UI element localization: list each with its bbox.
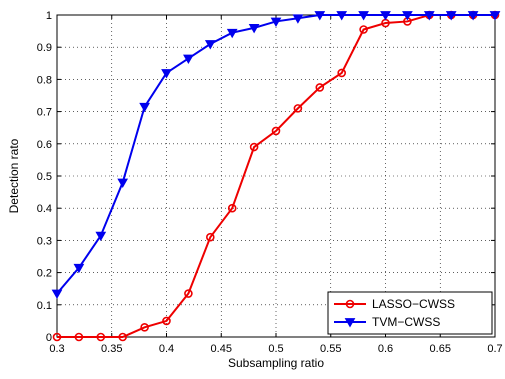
- y-tick-label: 0.6: [37, 139, 52, 151]
- x-tick-label: 0.4: [159, 343, 174, 355]
- y-tick-label: 0.2: [37, 268, 52, 280]
- data-point-lasso: [271, 126, 281, 136]
- data-point-tvm: [292, 14, 304, 24]
- data-point-tvm: [95, 231, 107, 242]
- data-point-lasso: [74, 332, 84, 342]
- data-point-lasso: [293, 104, 303, 113]
- y-tick-label: 0.3: [37, 235, 52, 247]
- data-point-tvm: [314, 11, 326, 21]
- data-point-tvm: [73, 263, 85, 274]
- y-tick-label: 0.9: [37, 42, 52, 54]
- data-point-tvm: [423, 11, 435, 21]
- x-tick-label: 0.35: [101, 343, 122, 355]
- x-tick-label: 0.6: [378, 343, 393, 355]
- data-point-lasso: [96, 332, 106, 342]
- series-line-0: [57, 14, 495, 338]
- x-axis-label: Subsampling ratio: [228, 356, 324, 370]
- data-point-lasso: [118, 332, 127, 342]
- data-point-lasso: [162, 316, 171, 326]
- data-point-tvm: [183, 54, 194, 64]
- data-point-tvm: [226, 28, 238, 39]
- data-point-tvm: [270, 17, 282, 27]
- y-tick-label: 0: [46, 332, 52, 344]
- x-tick-label: 0.7: [487, 343, 502, 355]
- x-tick-label: 0.65: [430, 343, 451, 355]
- data-point-tvm: [336, 11, 348, 21]
- data-point-lasso: [315, 83, 325, 92]
- data-point-tvm: [248, 24, 260, 34]
- series-layer: [51, 10, 501, 342]
- data-point-tvm: [467, 11, 479, 21]
- x-tick-label: 0.5: [268, 343, 283, 355]
- data-point-tvm: [445, 11, 457, 21]
- data-point-lasso: [52, 332, 62, 342]
- y-tick-label: 0.1: [37, 300, 52, 312]
- data-point-tvm: [51, 289, 63, 300]
- y-tick-label: 0.8: [37, 74, 52, 86]
- data-point-lasso: [249, 142, 259, 152]
- data-point-lasso: [337, 68, 347, 78]
- y-tick-label: 0.4: [37, 203, 52, 215]
- y-tick-label: 0.7: [37, 107, 52, 119]
- data-point-tvm: [161, 69, 172, 79]
- data-point-lasso: [206, 232, 215, 242]
- x-tick-label: 0.45: [211, 343, 232, 355]
- x-tick-label: 0.3: [49, 343, 64, 355]
- data-point-tvm: [380, 11, 391, 21]
- y-tick-label: 1: [46, 10, 52, 22]
- data-point-lasso: [359, 25, 368, 34]
- data-point-lasso: [227, 203, 237, 213]
- legend: LASSO−CWSS TVM−CWSS: [327, 291, 493, 335]
- data-point-lasso: [140, 323, 149, 332]
- legend-marker-tvm: [344, 318, 356, 328]
- data-point-tvm: [204, 40, 216, 50]
- grid: [56, 14, 496, 338]
- legend-box: [327, 291, 493, 335]
- y-tick-label: 0.5: [37, 171, 52, 183]
- data-point-tvm: [489, 11, 501, 21]
- data-point-tvm: [139, 102, 150, 113]
- legend-label-tvm: TVM−CWSS: [372, 315, 440, 329]
- y-axis-label: Detection rato: [7, 138, 21, 213]
- data-point-tvm: [402, 11, 413, 21]
- legend-marker-lasso: [345, 299, 355, 309]
- data-point-tvm: [117, 178, 129, 188]
- x-tick-label: 0.55: [320, 343, 341, 355]
- legend-label-lasso: LASSO−CWSS: [372, 297, 455, 311]
- data-point-tvm: [358, 11, 369, 21]
- data-point-lasso: [184, 289, 193, 298]
- ticks: 0.3 0.35 0.4 0.45 0.5 0.55 0.6 0.65 0.7 0 0.1 0.2 0.…: [37, 10, 503, 355]
